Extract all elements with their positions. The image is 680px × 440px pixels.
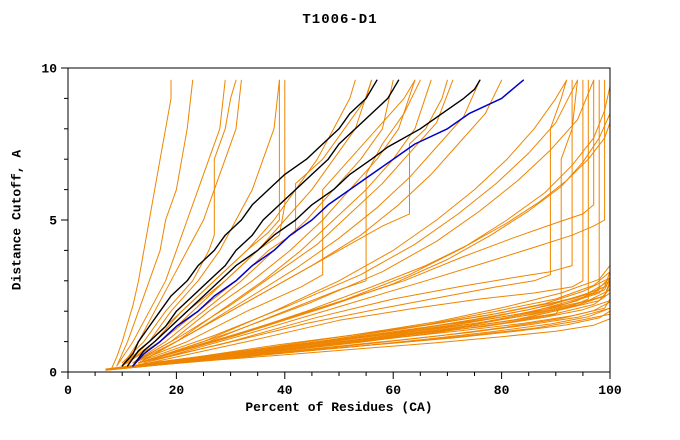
svg-text:0: 0 xyxy=(49,366,57,381)
svg-text:0: 0 xyxy=(64,383,72,398)
svg-text:60: 60 xyxy=(385,383,401,398)
chart-title: T1006-D1 xyxy=(302,12,378,28)
svg-text:20: 20 xyxy=(169,383,185,398)
svg-text:5: 5 xyxy=(49,214,57,229)
svg-text:40: 40 xyxy=(277,383,293,398)
svg-text:80: 80 xyxy=(494,383,510,398)
svg-text:10: 10 xyxy=(41,62,57,77)
x-axis-label: Percent of Residues (CA) xyxy=(245,400,433,415)
svg-text:100: 100 xyxy=(598,383,622,398)
